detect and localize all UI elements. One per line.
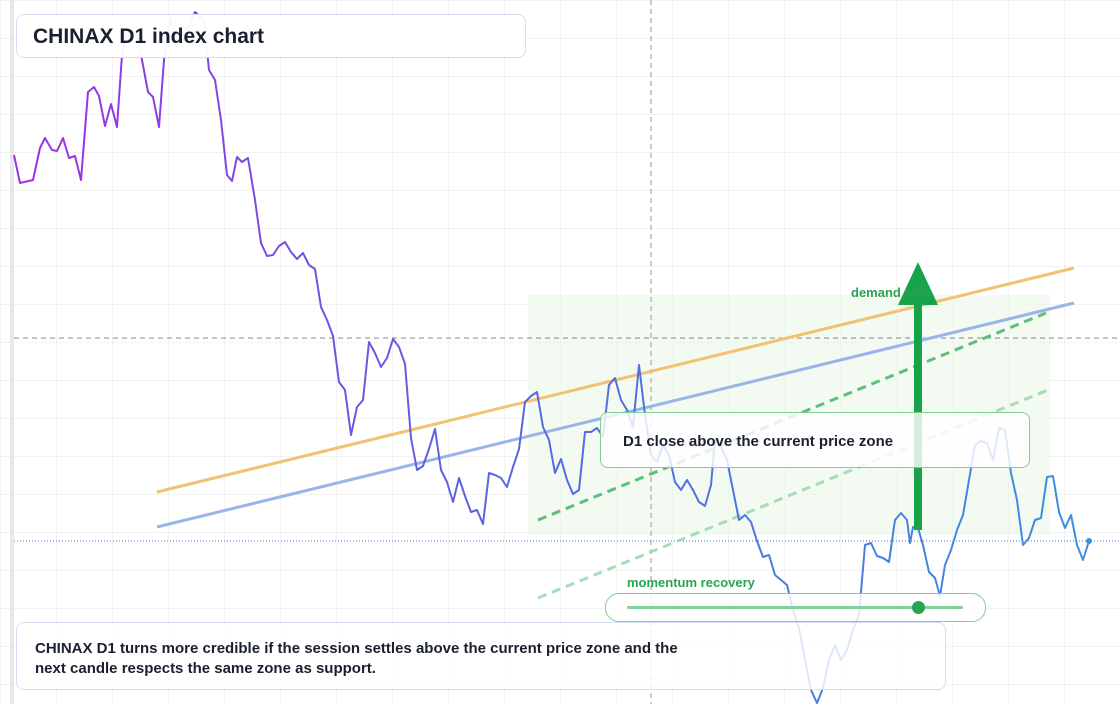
momentum-slider (605, 593, 986, 622)
momentum-label: momentum recovery (627, 575, 755, 590)
title-box: CHINAX D1 index chart (16, 14, 526, 58)
callout-text: D1 close above the current price zone (623, 433, 894, 450)
slider-knob (912, 601, 925, 614)
arrow-label: demand side (851, 285, 931, 300)
note-text: CHINAX D1 turns more credible if the ses… (35, 640, 678, 677)
chart-title: CHINAX D1 index chart (33, 25, 265, 48)
last-price-dot (1086, 538, 1092, 544)
left-edge (10, 0, 14, 704)
arrow-head (898, 262, 938, 305)
slider-track (627, 606, 963, 609)
note-box: CHINAX D1 turns more credible if the ses… (16, 622, 946, 690)
callout-box: D1 close above the current price zone (600, 412, 1030, 468)
